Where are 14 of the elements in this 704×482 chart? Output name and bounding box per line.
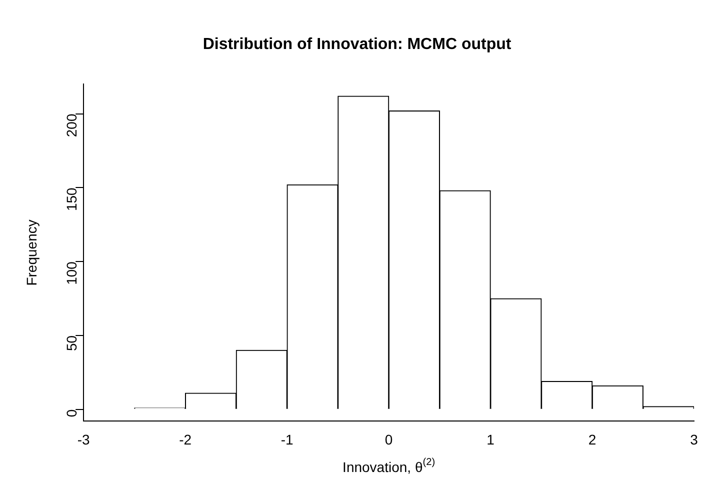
chart-title: Distribution of Innovation: MCMC output	[202, 36, 512, 54]
y-tick-label: 200	[63, 114, 80, 138]
y-axis-title: Frequency	[23, 220, 40, 286]
y-tick-label: 150	[63, 187, 80, 212]
x-tick-label: 2	[588, 431, 596, 448]
x-tick-label: -2	[179, 431, 192, 448]
x-tick-label: 0	[384, 431, 393, 448]
x-tick-label: -3	[77, 431, 90, 448]
y-tick-label: 100	[63, 261, 80, 285]
x-tick-label: 1	[486, 431, 495, 448]
y-tick-label: 50	[63, 335, 80, 352]
x-tick-label: -1	[280, 431, 294, 448]
x-tick-label: 3	[690, 431, 698, 448]
y-tick-label: 0	[63, 409, 80, 418]
